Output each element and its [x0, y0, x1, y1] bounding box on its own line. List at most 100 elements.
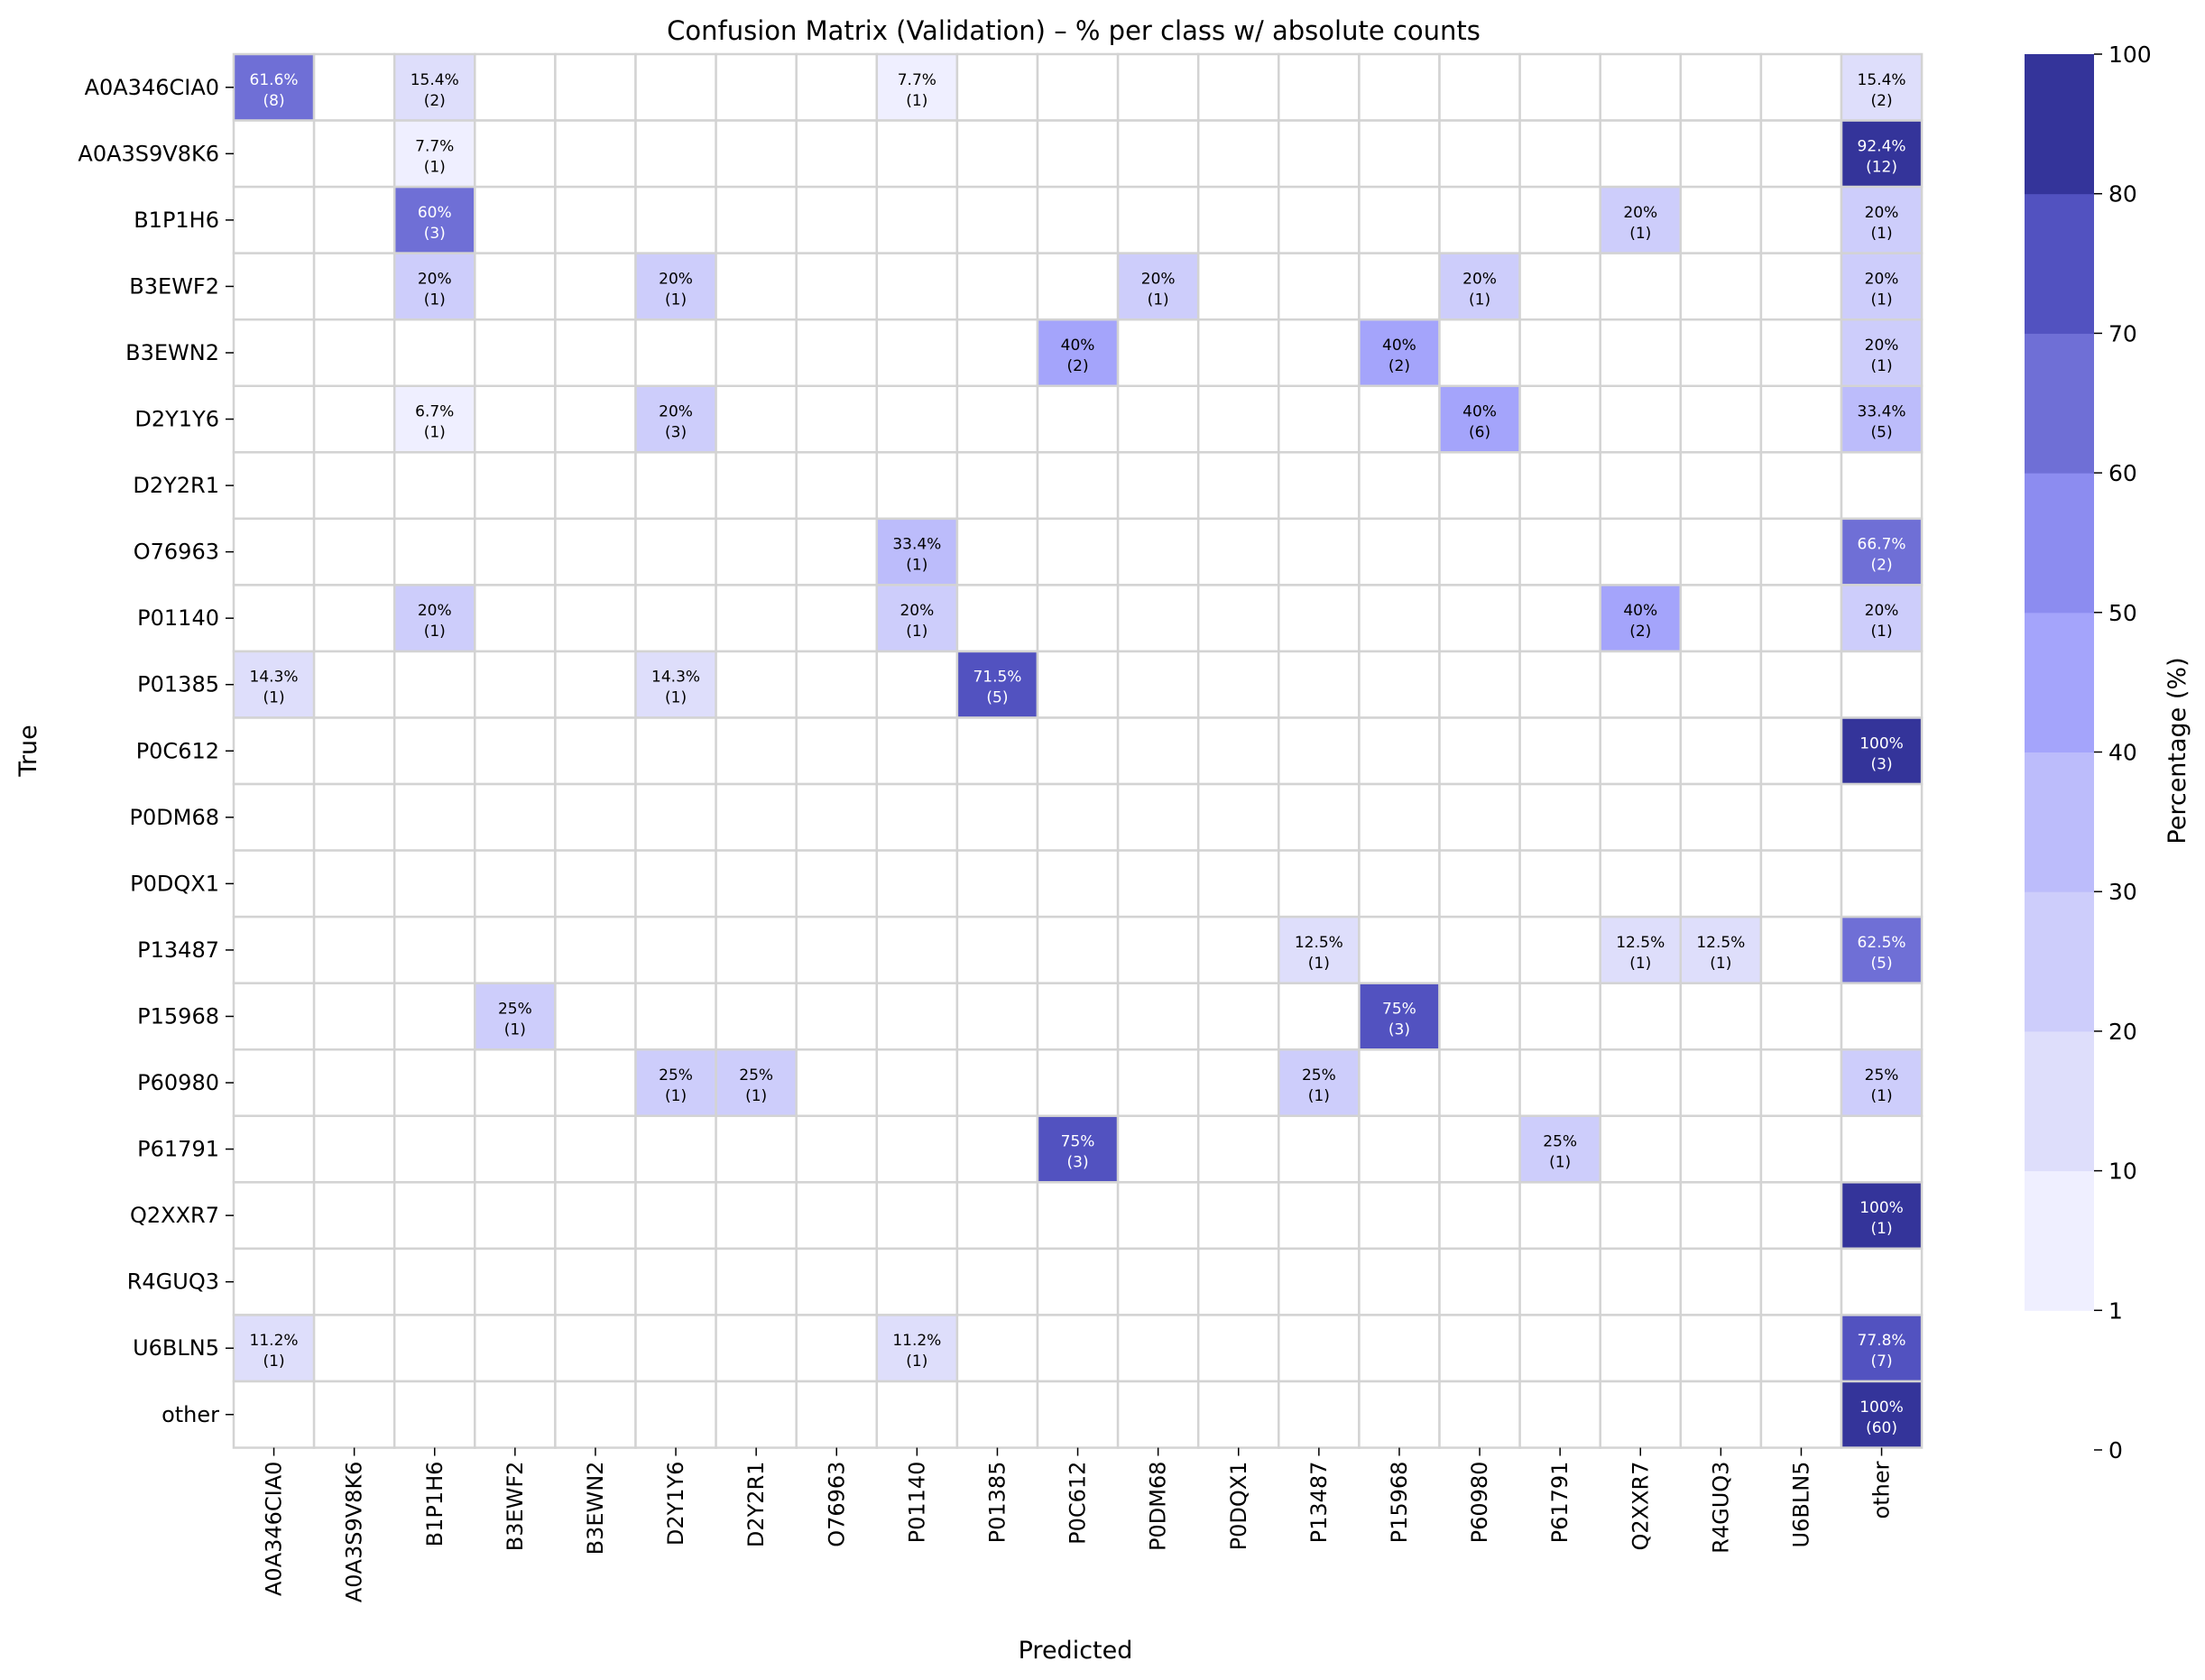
- cell-percent-label: 20%: [1141, 270, 1176, 288]
- heatmap-cell-d2y1y6-other: [1840, 384, 1924, 454]
- heatmap-cell-p60980-p0dm68: [1116, 1048, 1200, 1118]
- heatmap-cell-b3ewn2-o76963: [795, 318, 879, 388]
- heatmap-cell-q2xxr7-d2y2r1: [715, 1181, 798, 1251]
- colorbar-band: [2025, 1310, 2094, 1451]
- heatmap-cell-o76963-o76963: [795, 517, 879, 586]
- heatmap-cell-p60980-a0a3s9v8k6: [312, 1048, 396, 1118]
- cell-percent-label: 40%: [1462, 403, 1497, 421]
- y-tick-label: P13487: [137, 937, 219, 963]
- colorbar-label: Percentage (%): [2163, 657, 2191, 844]
- colorbar-band: [2025, 891, 2094, 1032]
- heatmap-cell-b3ewf2-p01140: [875, 252, 959, 321]
- heatmap-cell-p15968-r4guq3: [1679, 982, 1763, 1051]
- heatmap-cell-p0dqx1-p0dqx1: [1196, 849, 1280, 918]
- heatmap-cell-r4guq3-p13487: [1278, 1247, 1361, 1316]
- heatmap-cell-p0c612-p0dqx1: [1196, 716, 1280, 786]
- heatmap-cell-r4guq3-u6bln5: [1759, 1247, 1843, 1316]
- heatmap-cell-d2y2r1-b3ewn2: [554, 451, 637, 521]
- heatmap-cell-p0dm68-b3ewf2: [474, 782, 557, 852]
- heatmap-cell-o76963-d2y1y6: [634, 517, 717, 586]
- x-tick-label: B1P1H6: [422, 1462, 447, 1547]
- heatmap-cell-b3ewf2-p0dqx1: [1196, 252, 1280, 321]
- heatmap-cell-p61791-p0dm68: [1116, 1114, 1200, 1184]
- heatmap-cell-p01385-q2xxr7: [1599, 650, 1683, 719]
- heatmap-cell-b3ewn2-p0c612: [1036, 318, 1120, 388]
- heatmap-cell-r4guq3-p15968: [1358, 1247, 1441, 1316]
- y-tick-label: P60980: [137, 1070, 219, 1095]
- heatmap-cell-d2y1y6-p01385: [955, 384, 1039, 454]
- heatmap-cell-d2y1y6-a0a3s9v8k6: [312, 384, 396, 454]
- heatmap-cell-b3ewn2-b3ewf2: [474, 318, 557, 388]
- heatmap-cell-a0a346cia0-b1p1h6: [392, 52, 476, 122]
- heatmap-cell-d2y2r1-p0dm68: [1116, 451, 1200, 521]
- y-tick-label: B1P1H6: [134, 208, 219, 233]
- cell-percent-label: 25%: [498, 1000, 532, 1018]
- heatmap-cell-a0a346cia0-q2xxr7: [1599, 52, 1683, 122]
- cell-count-label: (1): [1871, 357, 1893, 375]
- heatmap-cell-a0a346cia0-p60980: [1438, 52, 1521, 122]
- heatmap-cell-p01140-r4guq3: [1679, 584, 1763, 653]
- cell-percent-label: 100%: [1859, 734, 1904, 752]
- cell-percent-label: 15.4%: [411, 71, 459, 89]
- heatmap-cell-p0dm68-b1p1h6: [392, 782, 476, 852]
- heatmap-cell-p01385-u6bln5: [1759, 650, 1843, 719]
- heatmap-cell-a0a3s9v8k6-o76963: [795, 119, 879, 189]
- heatmap-cell-p0c612-p0dm68: [1116, 716, 1200, 786]
- colorbar-tick-label: 80: [2108, 181, 2137, 208]
- cell-count-label: (3): [1067, 1154, 1089, 1172]
- colorbar-band: [2025, 1030, 2094, 1172]
- heatmap-cell-d2y2r1-u6bln5: [1759, 451, 1843, 521]
- heatmap-cell-o76963-p0c612: [1036, 517, 1120, 586]
- cell-percent-label: 7.7%: [898, 71, 936, 89]
- heatmap-cell-d2y2r1-d2y2r1: [715, 451, 798, 521]
- heatmap-cell-p13487-a0a3s9v8k6: [312, 915, 396, 984]
- heatmap-cell-p01385-p13487: [1278, 650, 1361, 719]
- heatmap-cell-a0a346cia0-r4guq3: [1679, 52, 1763, 122]
- cell-percent-label: 20%: [1865, 337, 1899, 355]
- cell-count-label: (1): [1308, 1087, 1330, 1105]
- heatmap-cell-a0a346cia0-d2y2r1: [715, 52, 798, 122]
- heatmap-cell-p0c612-b3ewn2: [554, 716, 637, 786]
- heatmap-cell-o76963-p0dm68: [1116, 517, 1200, 586]
- heatmap-cell-p01385-p60980: [1438, 650, 1521, 719]
- heatmap-cell-d2y1y6-p13487: [1278, 384, 1361, 454]
- heatmap-cell-a0a3s9v8k6-p61791: [1518, 119, 1601, 189]
- cell-percent-label: 11.2%: [250, 1332, 299, 1350]
- heatmap-cell-b3ewn2-other: [1840, 318, 1924, 388]
- heatmap-cell-p60980-p0c612: [1036, 1048, 1120, 1118]
- cell-percent-label: 33.4%: [1858, 403, 1906, 421]
- heatmap-cell-u6bln5-p01385: [955, 1314, 1039, 1383]
- y-tick-label: P0DQX1: [130, 871, 219, 896]
- cell-count-label: (1): [1549, 1154, 1571, 1172]
- heatmap-cell-u6bln5-p15968: [1358, 1314, 1441, 1383]
- heatmap-cell-p15968-u6bln5: [1759, 982, 1843, 1051]
- heatmap-cell-b3ewf2-b3ewf2: [474, 252, 557, 321]
- heatmap-cell-p13487-p01385: [955, 915, 1039, 984]
- heatmap-cell-p0c612-p0c612: [1036, 716, 1120, 786]
- cell-percent-label: 12.5%: [1295, 934, 1343, 952]
- heatmap-cell-d2y2r1-p0c612: [1036, 451, 1120, 521]
- heatmap-cell-q2xxr7-other: [1840, 1181, 1924, 1251]
- heatmap-cell-o76963-b3ewn2: [554, 517, 637, 586]
- heatmap-cell-d2y2r1-o76963: [795, 451, 879, 521]
- heatmap-cell-a0a346cia0-b3ewf2: [474, 52, 557, 122]
- cell-percent-label: 75%: [1382, 1000, 1416, 1018]
- heatmap-cell-p01140-p01385: [955, 584, 1039, 653]
- heatmap-cell-b1p1h6-p0c612: [1036, 185, 1120, 254]
- heatmap-cell-b1p1h6-a0a346cia0: [232, 185, 316, 254]
- heatmap-cell-p60980-p15968: [1358, 1048, 1441, 1118]
- heatmap-cell-p01385-o76963: [795, 650, 879, 719]
- heatmap-cell-q2xxr7-p0dqx1: [1196, 1181, 1280, 1251]
- heatmap-cell-p0c612-q2xxr7: [1599, 716, 1683, 786]
- heatmap-cell-p61791-p15968: [1358, 1114, 1441, 1184]
- cell-percent-label: 20%: [1865, 602, 1899, 620]
- heatmap-cell-o76963-p60980: [1438, 517, 1521, 586]
- colorbar-band: [2025, 612, 2094, 752]
- heatmap-cell-a0a346cia0-a0a346cia0: [232, 52, 316, 122]
- heatmap-cell-b3ewn2-p01385: [955, 318, 1039, 388]
- heatmap-cell-u6bln5-b3ewf2: [474, 1314, 557, 1383]
- cell-percent-label: 12.5%: [1696, 934, 1745, 952]
- heatmap-cell-a0a346cia0-a0a3s9v8k6: [312, 52, 396, 122]
- y-axis-label: True: [14, 725, 42, 777]
- heatmap-cell-other-p01385: [955, 1380, 1039, 1449]
